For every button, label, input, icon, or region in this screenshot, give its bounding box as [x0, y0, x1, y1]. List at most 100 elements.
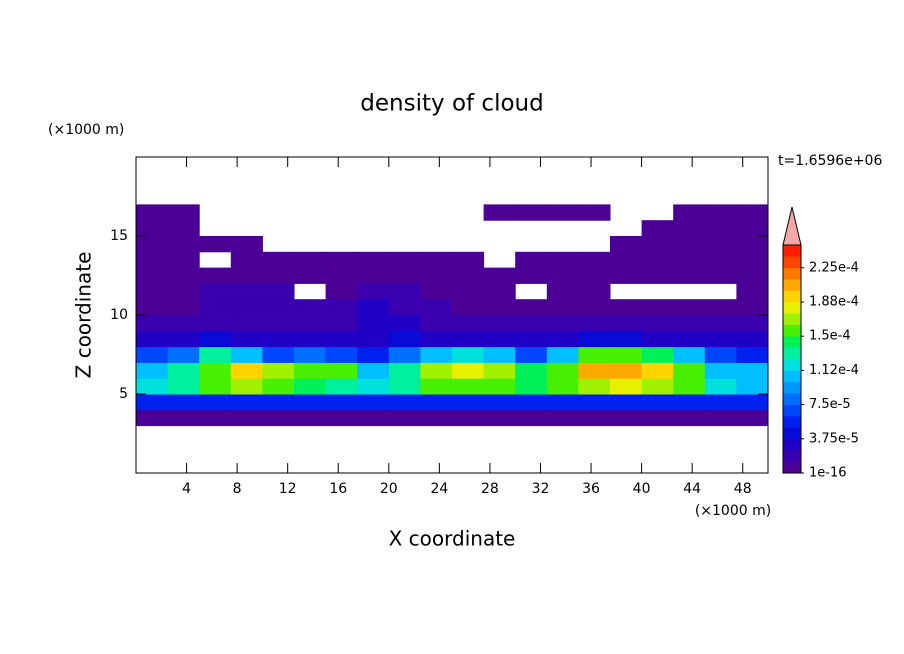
contour-cell [136, 378, 169, 395]
contour-cell [136, 251, 169, 269]
x-tick-label: 36 [582, 481, 600, 497]
contour-cell [262, 330, 295, 348]
x-tick-label: 24 [430, 481, 448, 497]
contour-cell [578, 299, 611, 316]
contour-cell [546, 267, 579, 284]
contour-cell [452, 346, 485, 363]
contour-cell [546, 251, 579, 269]
contour-cell [262, 283, 295, 300]
colorbar-band [783, 336, 801, 348]
contour-cell [294, 315, 327, 332]
contour-cell [673, 394, 706, 411]
contour-cell [388, 362, 421, 379]
contour-cell [420, 299, 453, 316]
contour-cell [736, 267, 769, 284]
contour-cell [230, 378, 263, 395]
contour-cell [262, 299, 295, 316]
contour-cell [388, 251, 421, 269]
contour-cell [136, 283, 169, 300]
contour-cell [167, 236, 200, 253]
contour-cell [483, 330, 516, 348]
contour-cell [452, 251, 485, 269]
colorbar-band [783, 245, 801, 257]
x-tick-label: 8 [233, 481, 242, 497]
contour-cell [294, 251, 327, 269]
contour-cell [704, 299, 737, 316]
contour-cell [515, 299, 548, 316]
contour-cell [294, 378, 327, 395]
x-tick-label: 48 [734, 481, 752, 497]
x-tick-label: 16 [329, 481, 347, 497]
contour-cell [262, 251, 295, 269]
colorbar-label: 1.5e-4 [809, 329, 851, 344]
contour-cell [736, 330, 769, 348]
contour-cell [673, 299, 706, 316]
contour-cell [610, 251, 643, 269]
contour-cell [420, 267, 453, 284]
contour-cell [167, 220, 200, 237]
contour-cell [546, 362, 579, 379]
contour-cell [357, 378, 390, 395]
contour-cell [388, 409, 421, 427]
contour-cell [167, 362, 200, 379]
contour-cell [578, 378, 611, 395]
contour-cell [199, 378, 232, 395]
contour-cell [420, 362, 453, 379]
contour-cell [136, 204, 169, 221]
contour-cell [641, 378, 674, 395]
contour-cell [452, 362, 485, 379]
contour-cell [294, 409, 327, 427]
colorbar-band [783, 324, 801, 337]
contour-cell [704, 220, 737, 237]
contour-cell [483, 283, 516, 300]
contour-cell [199, 236, 232, 253]
contour-cell [641, 362, 674, 379]
contour-cell [578, 394, 611, 411]
contour-cell [578, 330, 611, 348]
colorbar-band [783, 290, 801, 303]
contour-cell [736, 394, 769, 411]
contour-cell [230, 283, 263, 300]
contour-cell [230, 362, 263, 379]
contour-cell [578, 409, 611, 427]
contour-cell [325, 299, 358, 316]
contour-cell [199, 283, 232, 300]
x-tick-label: 4 [182, 481, 191, 497]
y-tick-label: 15 [110, 228, 128, 244]
contour-cell [515, 251, 548, 269]
contour-cell [704, 394, 737, 411]
y-tick-label: 5 [119, 386, 128, 402]
contour-cell [610, 346, 643, 363]
contour-cell [262, 409, 295, 427]
colorbar-band [783, 302, 801, 314]
contour-cell [641, 330, 674, 348]
contour-cell [546, 299, 579, 316]
contour-cell [230, 251, 263, 269]
colorbar-band [783, 427, 801, 440]
contour-cell [578, 362, 611, 379]
contour-cell [262, 346, 295, 363]
contour-cell [420, 315, 453, 332]
contour-cell [136, 346, 169, 363]
contour-cell [610, 362, 643, 379]
contour-cell [578, 251, 611, 269]
contour-cell [704, 204, 737, 221]
contour-cell [515, 394, 548, 411]
colorbar-band [783, 313, 801, 326]
contour-cell [262, 315, 295, 332]
colorbar-band [783, 256, 801, 269]
contour-cell [736, 346, 769, 363]
contour-cell [515, 362, 548, 379]
y-tick-label: 10 [110, 307, 128, 323]
contour-cell [546, 315, 579, 332]
contour-cell [262, 362, 295, 379]
contour-cell [325, 394, 358, 411]
contour-cell [136, 330, 169, 348]
contour-cell [136, 394, 169, 411]
contour-cell [641, 220, 674, 237]
x-tick-label: 32 [532, 481, 550, 497]
time-annotation: t=1.6596e+06 [778, 153, 882, 169]
contour-cell [736, 204, 769, 221]
contour-cell [325, 330, 358, 348]
x-unit: (×1000 m) [695, 503, 771, 519]
